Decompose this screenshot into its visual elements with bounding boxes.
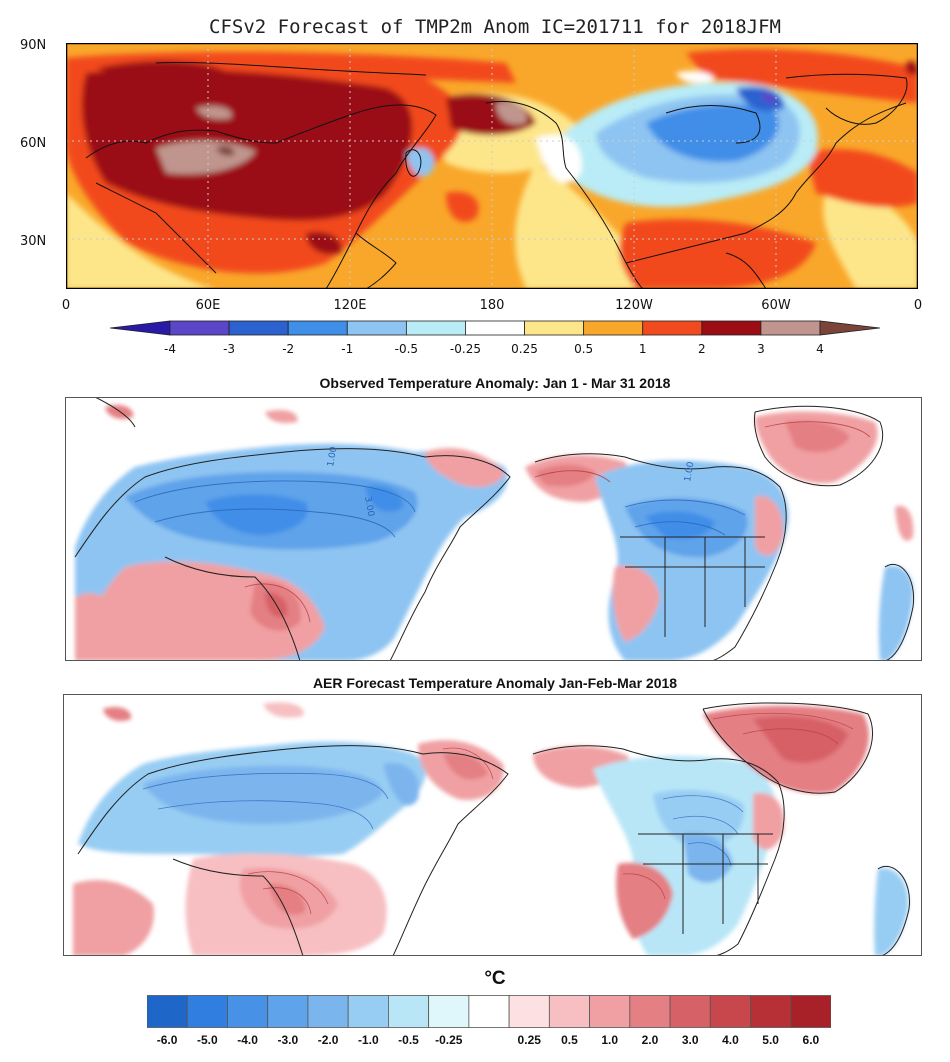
colorbar-swatch xyxy=(228,320,289,336)
legend-tick-label: 3.0 xyxy=(681,1033,699,1047)
colorbar-tick-label: -1 xyxy=(341,342,354,356)
legend-swatch xyxy=(388,995,430,1028)
colorbar-swatch xyxy=(287,320,348,336)
legend-tick-label: -4.0 xyxy=(237,1033,258,1047)
legend-swatch xyxy=(669,995,711,1028)
legend-tick-label: 1.0 xyxy=(601,1033,619,1047)
lon-label-0-east: 0 xyxy=(913,298,923,313)
colorbar-tick-label: 4 xyxy=(816,342,824,356)
legend-swatch xyxy=(307,995,349,1028)
legend-swatch xyxy=(709,995,751,1028)
legend-tick-label: -6.0 xyxy=(156,1033,178,1047)
colorbar-swatch xyxy=(760,320,821,336)
lon-label-120w: 120W xyxy=(615,298,653,313)
colorbar-arrow-high xyxy=(819,320,880,336)
legend-swatch xyxy=(548,995,590,1028)
aer-forecast-map xyxy=(63,694,922,956)
legend-swatch xyxy=(589,995,631,1028)
legend-swatch xyxy=(508,995,550,1028)
legend-tick-label: -1.0 xyxy=(357,1033,379,1047)
colorbar-tick-label: 0.5 xyxy=(574,342,594,356)
observed-contour-label-3: 3.00 xyxy=(362,496,375,518)
colorbar-tick-label: -3 xyxy=(223,342,236,356)
observed-contour-label-1b: 1.00 xyxy=(683,461,696,483)
cfs-map-title: CFSv2 Forecast of TMP2m Anom IC=201711 f… xyxy=(209,16,781,38)
colorbar-arrow-low xyxy=(110,320,171,336)
lat-label-60n: 60N xyxy=(20,136,47,151)
colorbar-tick-label: -2 xyxy=(282,342,295,356)
legend-tick-label: 2.0 xyxy=(641,1033,659,1047)
colorbar-swatch xyxy=(405,320,466,336)
aer-forecast-map-title: AER Forecast Temperature Anomaly Jan-Feb… xyxy=(312,675,678,691)
colorbar-tick-label: 3 xyxy=(757,342,765,356)
lon-label-60e: 60E xyxy=(195,298,221,313)
legend-swatch xyxy=(468,995,510,1028)
legend-unit-label: °C xyxy=(484,968,506,989)
cfs-colorbar xyxy=(110,320,880,336)
legend-tick-label: 6.0 xyxy=(802,1033,820,1047)
lon-label-180: 180 xyxy=(479,298,505,313)
cfs-forecast-map xyxy=(66,43,918,289)
legend-tick-label: -2.0 xyxy=(317,1033,339,1047)
colorbar-tick-label: 2 xyxy=(697,342,706,356)
legend-swatch xyxy=(227,995,269,1028)
colorbar-swatch xyxy=(346,320,407,336)
observed-anomaly-map: 1.00 3.00 1.00 xyxy=(65,397,922,661)
colorbar-swatch xyxy=(465,320,525,336)
colorbar-tick-label: -0.5 xyxy=(394,342,419,356)
legend-tick-label: -0.25 xyxy=(435,1033,463,1047)
colorbar-swatch xyxy=(642,320,703,336)
lon-label-120e: 120E xyxy=(333,298,367,313)
observed-map-title: Observed Temperature Anomaly: Jan 1 - Ma… xyxy=(319,375,671,391)
legend-swatch xyxy=(267,995,309,1028)
legend-swatch xyxy=(347,995,389,1028)
legend-swatch xyxy=(186,995,228,1028)
colorbar-swatch xyxy=(701,320,762,336)
colorbar-swatch xyxy=(583,320,644,336)
legend-tick-label: -3.0 xyxy=(277,1033,299,1047)
lat-label-90n: 90N xyxy=(20,38,47,53)
legend-swatch xyxy=(147,995,188,1028)
colorbar-tick-label: 0.25 xyxy=(511,342,538,356)
colorbar-tick-label: 1 xyxy=(638,342,647,356)
legend-tick-label: -0.5 xyxy=(398,1033,419,1047)
legend-tick-label: 0.5 xyxy=(561,1033,578,1047)
legend-tick-label: 5.0 xyxy=(762,1033,779,1047)
legend-swatch xyxy=(790,995,831,1028)
lon-label-0: 0 xyxy=(61,298,71,313)
aer-colorbar xyxy=(147,995,831,1028)
legend-tick-label: -5.0 xyxy=(197,1033,218,1047)
legend-swatch xyxy=(750,995,792,1028)
legend-swatch xyxy=(629,995,671,1028)
colorbar-tick-label: -4 xyxy=(164,342,176,356)
lon-label-60w: 60W xyxy=(761,298,791,313)
legend-tick-label: 4.0 xyxy=(722,1033,739,1047)
observed-contour-label-1: 1.00 xyxy=(326,446,339,468)
lat-label-30n: 30N xyxy=(20,234,47,249)
colorbar-tick-label: -0.25 xyxy=(449,342,481,356)
colorbar-swatch xyxy=(169,320,230,336)
colorbar-swatch xyxy=(524,320,585,336)
legend-swatch xyxy=(428,995,470,1028)
legend-tick-label: 0.25 xyxy=(517,1033,541,1047)
